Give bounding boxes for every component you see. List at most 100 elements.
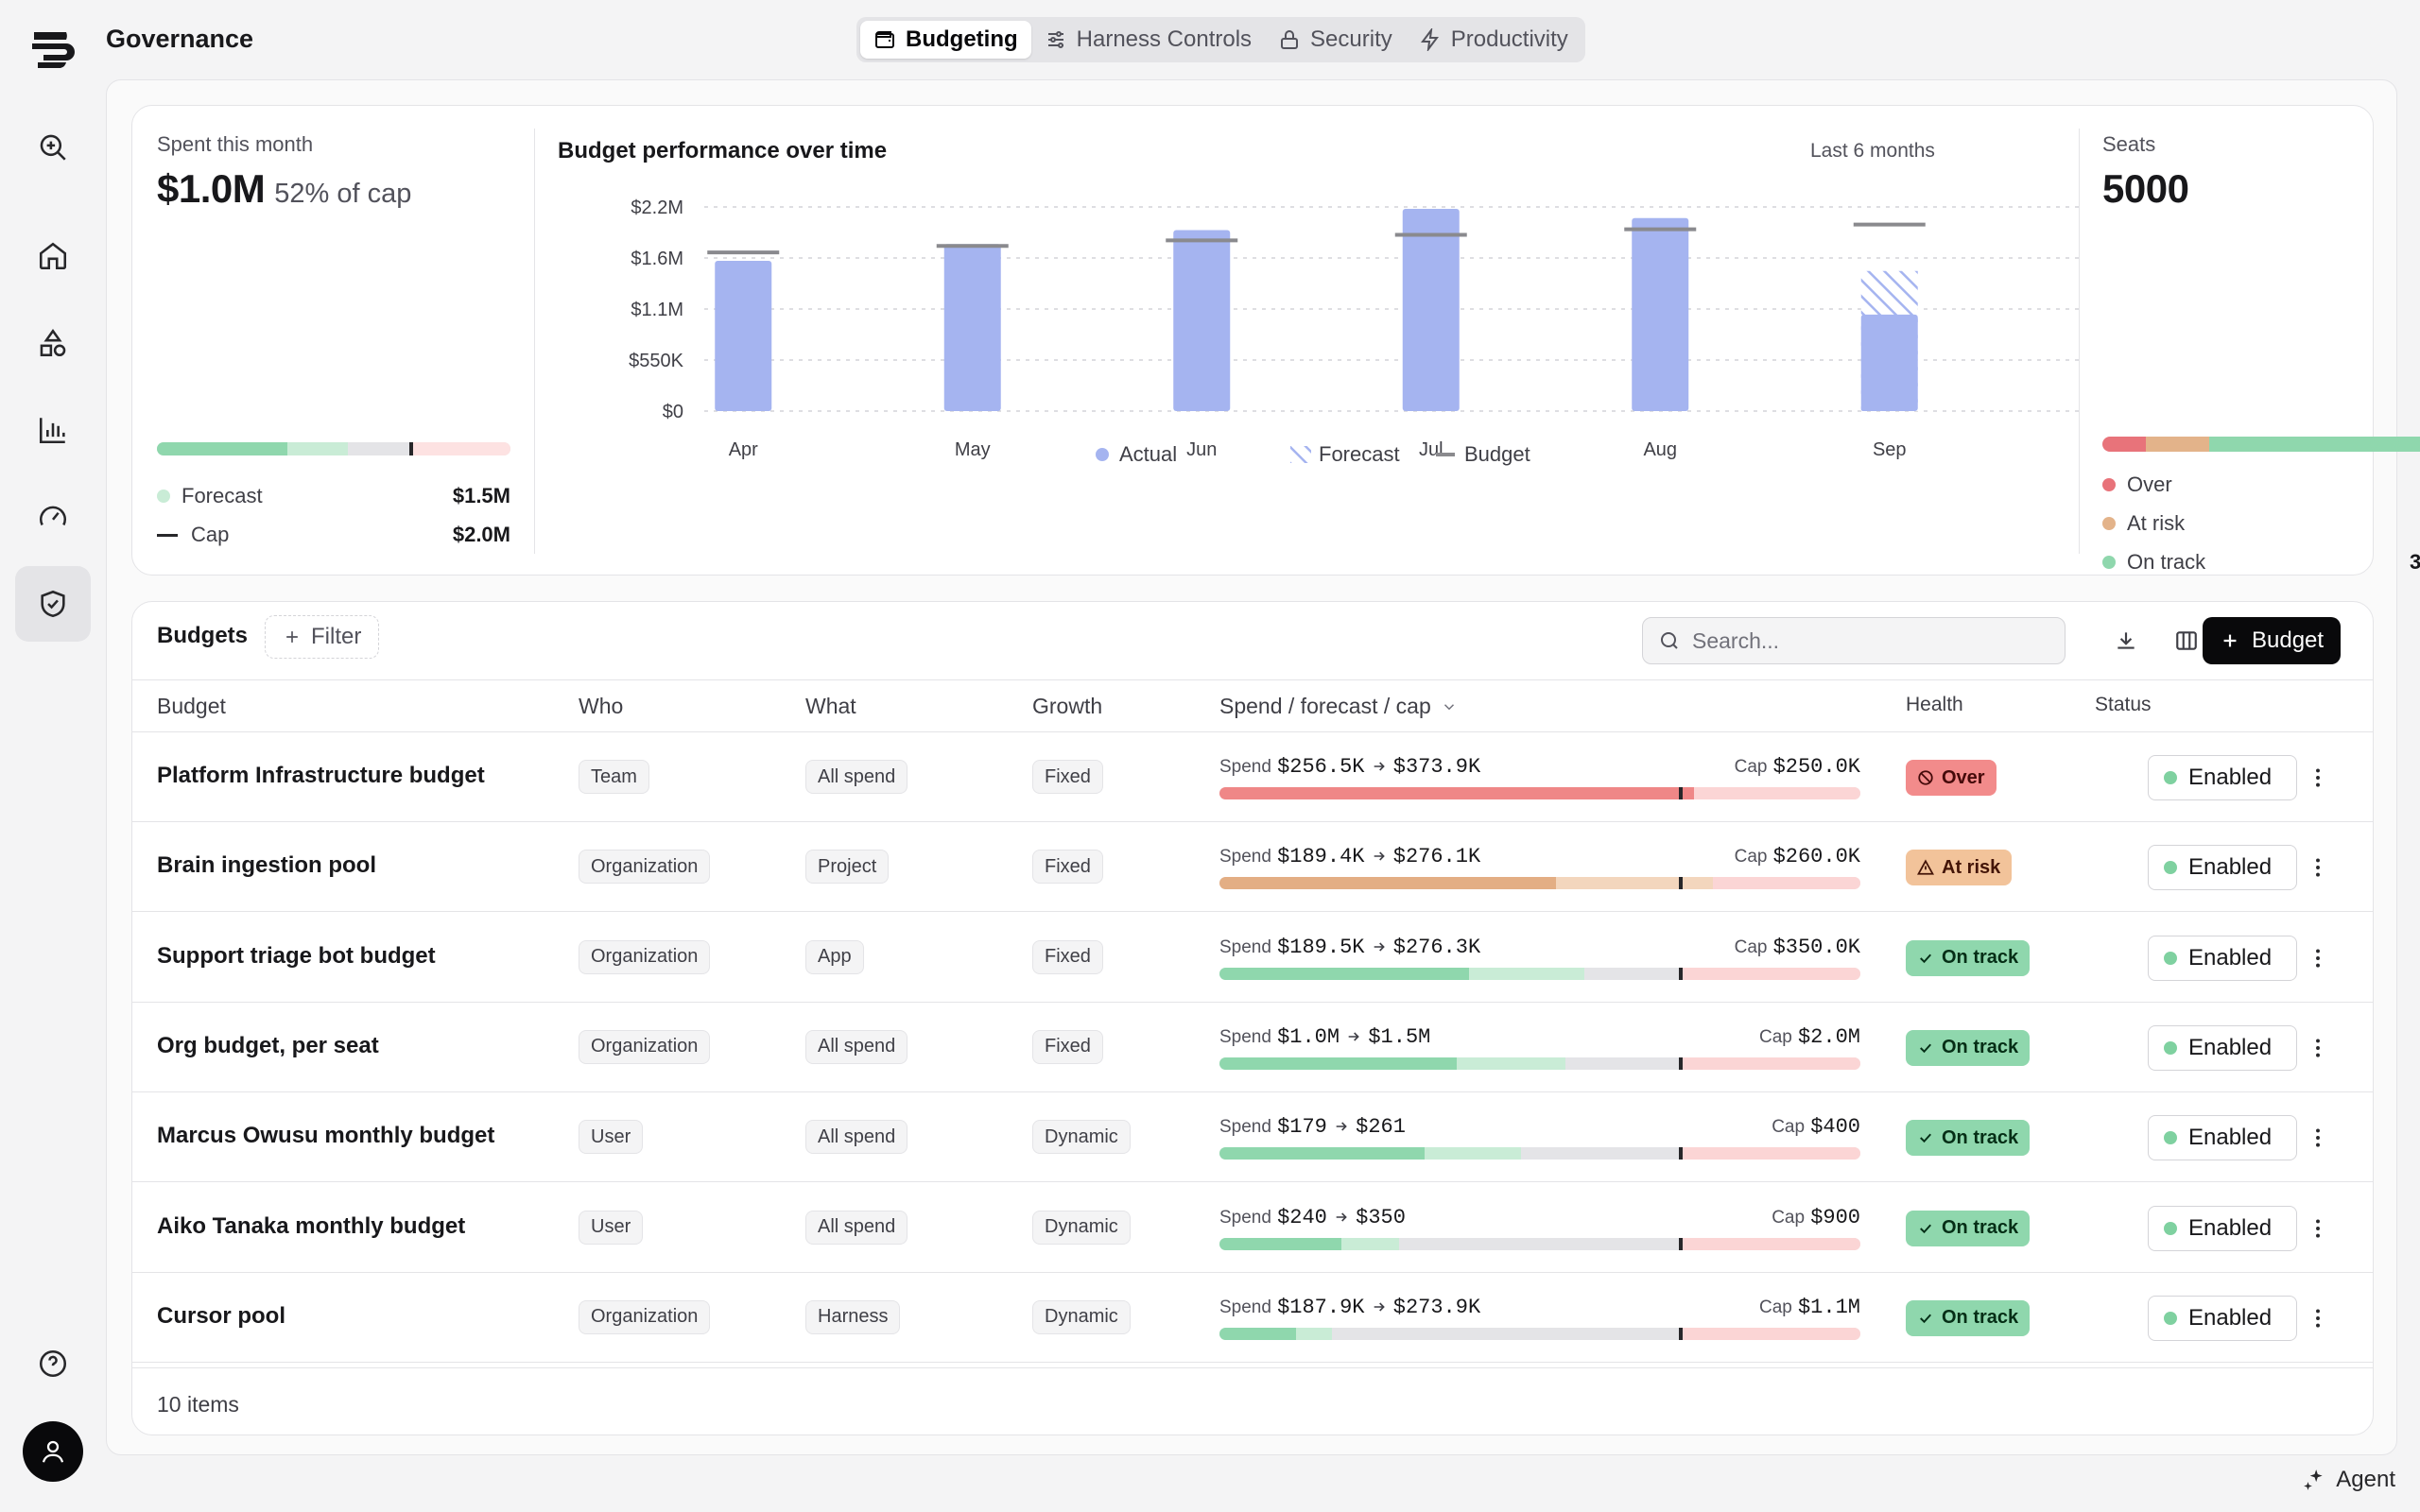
health-label: At risk	[1942, 856, 2001, 878]
row-menu-button[interactable]	[2301, 850, 2335, 885]
status-toggle[interactable]: Enabled	[2148, 755, 2297, 800]
table-row[interactable]: Org budget, per seat Organization All spen…	[132, 1003, 2373, 1092]
table-header: Budget Who What Growth Spend / forecast …	[132, 679, 2373, 732]
add-budget-button[interactable]: Budget	[2203, 617, 2342, 664]
health-label: Over	[1942, 766, 1985, 788]
status-toggle[interactable]: Enabled	[2148, 935, 2297, 981]
col-growth[interactable]: Growth	[1032, 694, 1103, 718]
tab-harness-controls[interactable]: Harness Controls	[1031, 21, 1265, 59]
plus-icon	[286, 631, 298, 643]
cap-legend: Cap $2.0M	[157, 523, 510, 547]
app-title: Governance	[106, 25, 254, 53]
health-label: On track	[1942, 1307, 2019, 1329]
cap-value: $2.0M	[1797, 1024, 1860, 1049]
row-menu-button[interactable]	[2301, 761, 2335, 795]
tab-security[interactable]: Security	[1265, 21, 1406, 59]
shapes-icon[interactable]	[15, 305, 91, 381]
col-status[interactable]: Status	[2095, 694, 2152, 715]
actual-bar[interactable]	[715, 260, 772, 411]
bar-chart-icon[interactable]	[15, 392, 91, 468]
budget-name[interactable]: Aiko Tanaka monthly budget	[157, 1212, 466, 1239]
forecast-value: $261	[1356, 1115, 1406, 1140]
spend-actual-fill	[1219, 1057, 1457, 1070]
tab-productivity[interactable]: Productivity	[1406, 21, 1582, 59]
budget-name[interactable]: Brain ingestion pool	[157, 852, 376, 879]
help-icon[interactable]	[15, 1326, 91, 1401]
actual-bar[interactable]	[943, 244, 1001, 411]
budget-name[interactable]: Platform Infrastructure budget	[157, 763, 485, 788]
x-tick-label: Sep	[1873, 439, 1907, 460]
filter-button[interactable]: Filter	[265, 615, 380, 659]
budget-name[interactable]: Support triage bot budget	[157, 942, 436, 969]
add-budget-label: Budget	[2252, 627, 2325, 653]
table-row[interactable]: Marcus Owusu monthly budget User All spend…	[132, 1092, 2373, 1183]
forecast-value: $1.5M	[452, 484, 510, 507]
health-badge: At risk	[1906, 850, 2013, 886]
cap-marker	[1679, 877, 1684, 890]
status-toggle[interactable]: Enabled	[2148, 1205, 2297, 1251]
user-avatar[interactable]	[23, 1421, 83, 1482]
actual-bar[interactable]	[1632, 217, 1689, 411]
col-health[interactable]: Health	[1906, 694, 1963, 715]
row-menu-button[interactable]	[2301, 941, 2335, 975]
row-menu-button[interactable]	[2301, 1031, 2335, 1065]
spend-value: $1.0M	[1277, 1024, 1340, 1049]
status-toggle[interactable]: Enabled	[2148, 845, 2297, 891]
actual-bar[interactable]	[1860, 314, 1918, 411]
health-badge: Over	[1906, 760, 1996, 796]
budget-name[interactable]: Marcus Owusu monthly budget	[157, 1123, 495, 1149]
cap-marker	[1679, 1327, 1684, 1340]
home-icon[interactable]	[15, 218, 91, 294]
arrow-right-icon	[1374, 1302, 1385, 1312]
actual-bar[interactable]	[1173, 230, 1231, 411]
status-dot	[2164, 771, 2177, 784]
status-toggle[interactable]: Enabled	[2148, 1115, 2297, 1161]
cap-label: Cap	[1734, 936, 1768, 957]
col-who[interactable]: Who	[579, 694, 624, 718]
col-spend[interactable]: Spend / forecast / cap	[1219, 694, 1458, 719]
chart-title: Budget performance over time	[558, 138, 888, 163]
status-label: Enabled	[2188, 1125, 2273, 1151]
budget-name[interactable]: Cursor pool	[157, 1302, 285, 1329]
col-budget[interactable]: Budget	[157, 694, 226, 718]
spend-summary: Spend $240 $350 Cap $900	[1219, 1204, 1860, 1232]
spend-summary: Spend $256.5K $373.9K Cap $250.0K	[1219, 753, 1860, 782]
growth-tag: Fixed	[1032, 1029, 1103, 1064]
seats-over-label: Over	[2127, 472, 2172, 496]
table-row[interactable]: Cursor pool Organization Harness Dynamic Spe…	[132, 1273, 2373, 1363]
content-frame: Spent this month $1.0M 52% of cap Foreca…	[106, 79, 2420, 1455]
table-row[interactable]: Support triage bot budget Organization App…	[132, 913, 2373, 1003]
col-what[interactable]: What	[805, 694, 856, 718]
agent-button[interactable]: Agent	[2302, 1467, 2395, 1493]
columns-button[interactable]	[2165, 619, 2208, 662]
budget-name[interactable]: Org budget, per seat	[157, 1032, 379, 1058]
plus-icon	[2223, 634, 2237, 647]
table-row[interactable]: Aiko Tanaka monthly budget User All spend D…	[132, 1183, 2373, 1273]
actual-bar[interactable]	[1402, 208, 1460, 411]
user-icon	[42, 1440, 64, 1463]
row-menu-button[interactable]	[2301, 1121, 2335, 1155]
spend-label: Spend	[1219, 1297, 1271, 1317]
status-label: Enabled	[2188, 765, 2273, 790]
row-menu-button[interactable]	[2301, 1301, 2335, 1335]
seats-risk-row: At risk899	[2102, 511, 2420, 536]
status-toggle[interactable]: Enabled	[2148, 1295, 2297, 1341]
spend-progress-bar	[1219, 1057, 1860, 1070]
health-badge: On track	[1906, 1210, 2031, 1246]
tab-label: Budgeting	[906, 26, 1018, 52]
row-menu-button[interactable]	[2301, 1211, 2335, 1246]
overcap-zone	[1681, 967, 1860, 980]
search-input[interactable]: Search...	[1642, 617, 2066, 664]
table-row[interactable]: Brain ingestion pool Organization Project F…	[132, 822, 2373, 913]
health-badge: On track	[1906, 1120, 2031, 1157]
download-button[interactable]	[2104, 619, 2148, 662]
status-toggle[interactable]: Enabled	[2148, 1024, 2297, 1071]
gauge-icon[interactable]	[15, 479, 91, 555]
cap-value: $1.1M	[1797, 1295, 1860, 1319]
table-row[interactable]: Platform Infrastructure budget Team All sp…	[132, 732, 2373, 822]
app-logo-icon[interactable]	[28, 25, 78, 74]
shield-check-icon[interactable]	[15, 566, 91, 642]
tab-budgeting[interactable]: Budgeting	[860, 21, 1031, 59]
spend-value: $189.4K	[1277, 845, 1365, 869]
zoom-search-icon[interactable]	[15, 110, 91, 185]
